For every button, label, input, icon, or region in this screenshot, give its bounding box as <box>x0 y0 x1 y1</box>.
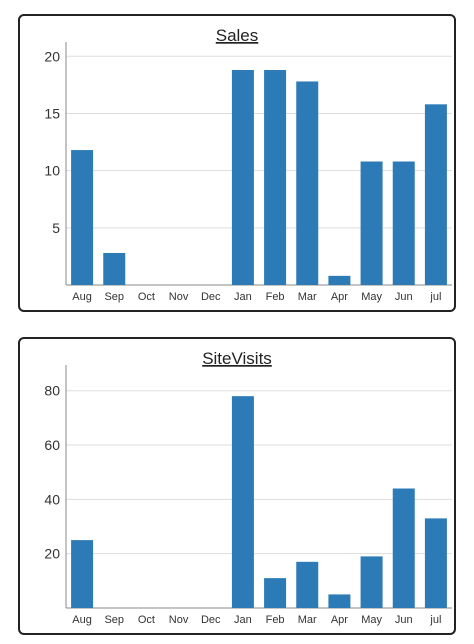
sitevisits-x-tick-label: Apr <box>331 614 348 626</box>
sales-x-tick-label: Mar <box>298 291 317 303</box>
sales-x-tick-label: Jun <box>395 291 413 303</box>
sitevisits-y-tick-label: 40 <box>44 491 60 507</box>
sales-bar-jun <box>392 161 415 285</box>
sitevisits-x-tick-label: Nov <box>169 614 189 626</box>
sales-chart-card: Sales 5 10 15 20 Aug Sep Oct Nov Dec Jan Feb Mar Apr M… <box>18 14 456 312</box>
sitevisits-y-tick-label: 20 <box>44 546 60 562</box>
sitevisits-bar-jan <box>231 396 254 608</box>
sales-bar-may <box>360 161 383 285</box>
sitevisits-x-tick-label: jul <box>429 614 441 626</box>
sitevisits-bar-mar <box>296 561 319 608</box>
sales-bar-apr <box>328 275 351 285</box>
sales-bar-aug <box>71 150 94 285</box>
sales-y-tick-label: 20 <box>44 48 60 64</box>
sitevisits-chart: SiteVisits 20 40 60 80 Aug Sep Oct Nov Dec Jan Feb M… <box>44 349 452 626</box>
sitevisits-x-tick-label: Jan <box>234 614 252 626</box>
sitevisits-chart-title: SiteVisits <box>202 349 272 368</box>
sitevisits-x-tick-label: May <box>361 614 382 626</box>
sales-x-tick-label: Dec <box>201 291 221 303</box>
sales-y-tick-label: 5 <box>52 220 60 236</box>
sitevisits-chart-card: SiteVisits 20 40 60 80 Aug Sep Oct Nov Dec Jan Feb M… <box>18 337 456 635</box>
sitevisits-x-tick-label: Aug <box>72 614 92 626</box>
sales-y-tick-label: 10 <box>44 163 60 179</box>
sales-bar-jul <box>424 104 447 285</box>
sitevisits-bar-aug <box>71 540 94 608</box>
sitevisits-x-tick-label: Dec <box>201 614 221 626</box>
sales-chart-title: Sales <box>216 26 259 45</box>
sitevisits-bar-apr <box>328 594 351 608</box>
sales-x-tick-label: Jan <box>234 291 252 303</box>
sales-x-tick-label: Aug <box>72 291 92 303</box>
sitevisits-x-tick-label: Sep <box>104 614 124 626</box>
sales-x-tick-label: Nov <box>169 291 189 303</box>
sitevisits-y-tick-label: 80 <box>44 383 60 399</box>
sitevisits-bar-jun <box>392 488 415 608</box>
sales-bar-jan <box>231 70 254 285</box>
sales-x-tick-label: Sep <box>104 291 124 303</box>
sales-y-tick-label: 15 <box>44 105 60 121</box>
sitevisits-x-tick-label: Jun <box>395 614 413 626</box>
sales-x-tick-label: Apr <box>331 291 348 303</box>
sales-x-tick-label: Oct <box>138 291 155 303</box>
sitevisits-bar-feb <box>264 578 287 608</box>
sales-x-tick-label: May <box>361 291 382 303</box>
sitevisits-x-tick-label: Feb <box>266 614 285 626</box>
sales-x-tick-label: Feb <box>266 291 285 303</box>
sitevisits-x-tick-label: Mar <box>298 614 317 626</box>
sitevisits-y-tick-label: 60 <box>44 437 60 453</box>
sitevisits-bar-may <box>360 556 383 608</box>
sales-bar-sep <box>103 252 126 285</box>
sitevisits-x-tick-label: Oct <box>138 614 155 626</box>
sales-chart: Sales 5 10 15 20 Aug Sep Oct Nov Dec Jan Feb Mar Apr M… <box>44 26 452 303</box>
sales-x-tick-label: jul <box>429 291 441 303</box>
sitevisits-bar-jul <box>424 518 447 608</box>
sales-bar-mar <box>296 81 319 285</box>
sales-bar-feb <box>264 70 287 285</box>
